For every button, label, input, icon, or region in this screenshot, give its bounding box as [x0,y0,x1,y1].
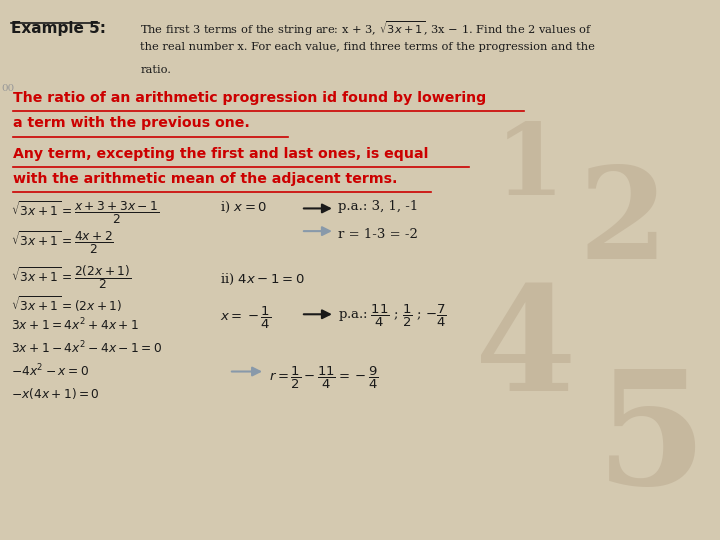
Text: $3x+1=4x^2+4x+1$: $3x+1=4x^2+4x+1$ [11,317,139,334]
Text: $3x+1-4x^2-4x-1=0$: $3x+1-4x^2-4x-1=0$ [11,340,162,357]
Text: 1: 1 [495,119,564,216]
Text: The ratio of an arithmetic progression id found by lowering: The ratio of an arithmetic progression i… [13,91,486,105]
Text: r = 1-3 = -2: r = 1-3 = -2 [338,228,418,241]
Text: $\sqrt{3x+1} = (2x+1)$: $\sqrt{3x+1} = (2x+1)$ [11,294,122,314]
Text: with the arithmetic mean of the adjacent terms.: with the arithmetic mean of the adjacent… [13,172,397,186]
Text: $\sqrt{3x+1} = \dfrac{x+3+3x-1}{2}$: $\sqrt{3x+1} = \dfrac{x+3+3x-1}{2}$ [11,200,159,226]
Text: 2: 2 [578,162,667,286]
Text: The first 3 terms of the string are: x + 3, $\sqrt{3x+1}$, 3x $-$ 1. Find the 2 : The first 3 terms of the string are: x +… [140,19,593,38]
Text: 4: 4 [475,280,576,421]
Text: ratio.: ratio. [140,65,171,75]
Text: a term with the previous one.: a term with the previous one. [13,116,250,130]
Text: 5: 5 [596,364,707,518]
Text: $-4x^2-x=0$: $-4x^2-x=0$ [11,363,89,380]
Text: 00: 00 [1,84,14,93]
Text: $x= -\dfrac{1}{4}$: $x= -\dfrac{1}{4}$ [220,305,271,331]
Text: i) $x=0$: i) $x=0$ [220,200,267,215]
Text: $-x(4x+1)=0$: $-x(4x+1)=0$ [11,386,99,401]
Text: Any term, excepting the first and last ones, is equal: Any term, excepting the first and last o… [13,147,428,161]
Text: $\sqrt{3x+1} = \dfrac{4x+2}{2}$: $\sqrt{3x+1} = \dfrac{4x+2}{2}$ [11,230,114,256]
Text: p.a.: $\dfrac{11}{4}$ ; $\dfrac{1}{2}$ ; $-\dfrac{7}{4}$: p.a.: $\dfrac{11}{4}$ ; $\dfrac{1}{2}$ ;… [338,302,447,328]
Text: ii) $4x-1 = 0$: ii) $4x-1 = 0$ [220,272,304,287]
Text: Example 5:: Example 5: [11,21,106,36]
Text: p.a.: 3, 1, -1: p.a.: 3, 1, -1 [338,200,418,213]
Text: the real number x. For each value, find three terms of the progression and the: the real number x. For each value, find … [140,42,595,52]
Text: $r = \dfrac{1}{2} - \dfrac{11}{4} = -\dfrac{9}{4}$: $r = \dfrac{1}{2} - \dfrac{11}{4} = -\df… [269,364,378,390]
Text: $\sqrt{3x+1} = \dfrac{2(2x+1)}{2}$: $\sqrt{3x+1} = \dfrac{2(2x+1)}{2}$ [11,264,131,292]
